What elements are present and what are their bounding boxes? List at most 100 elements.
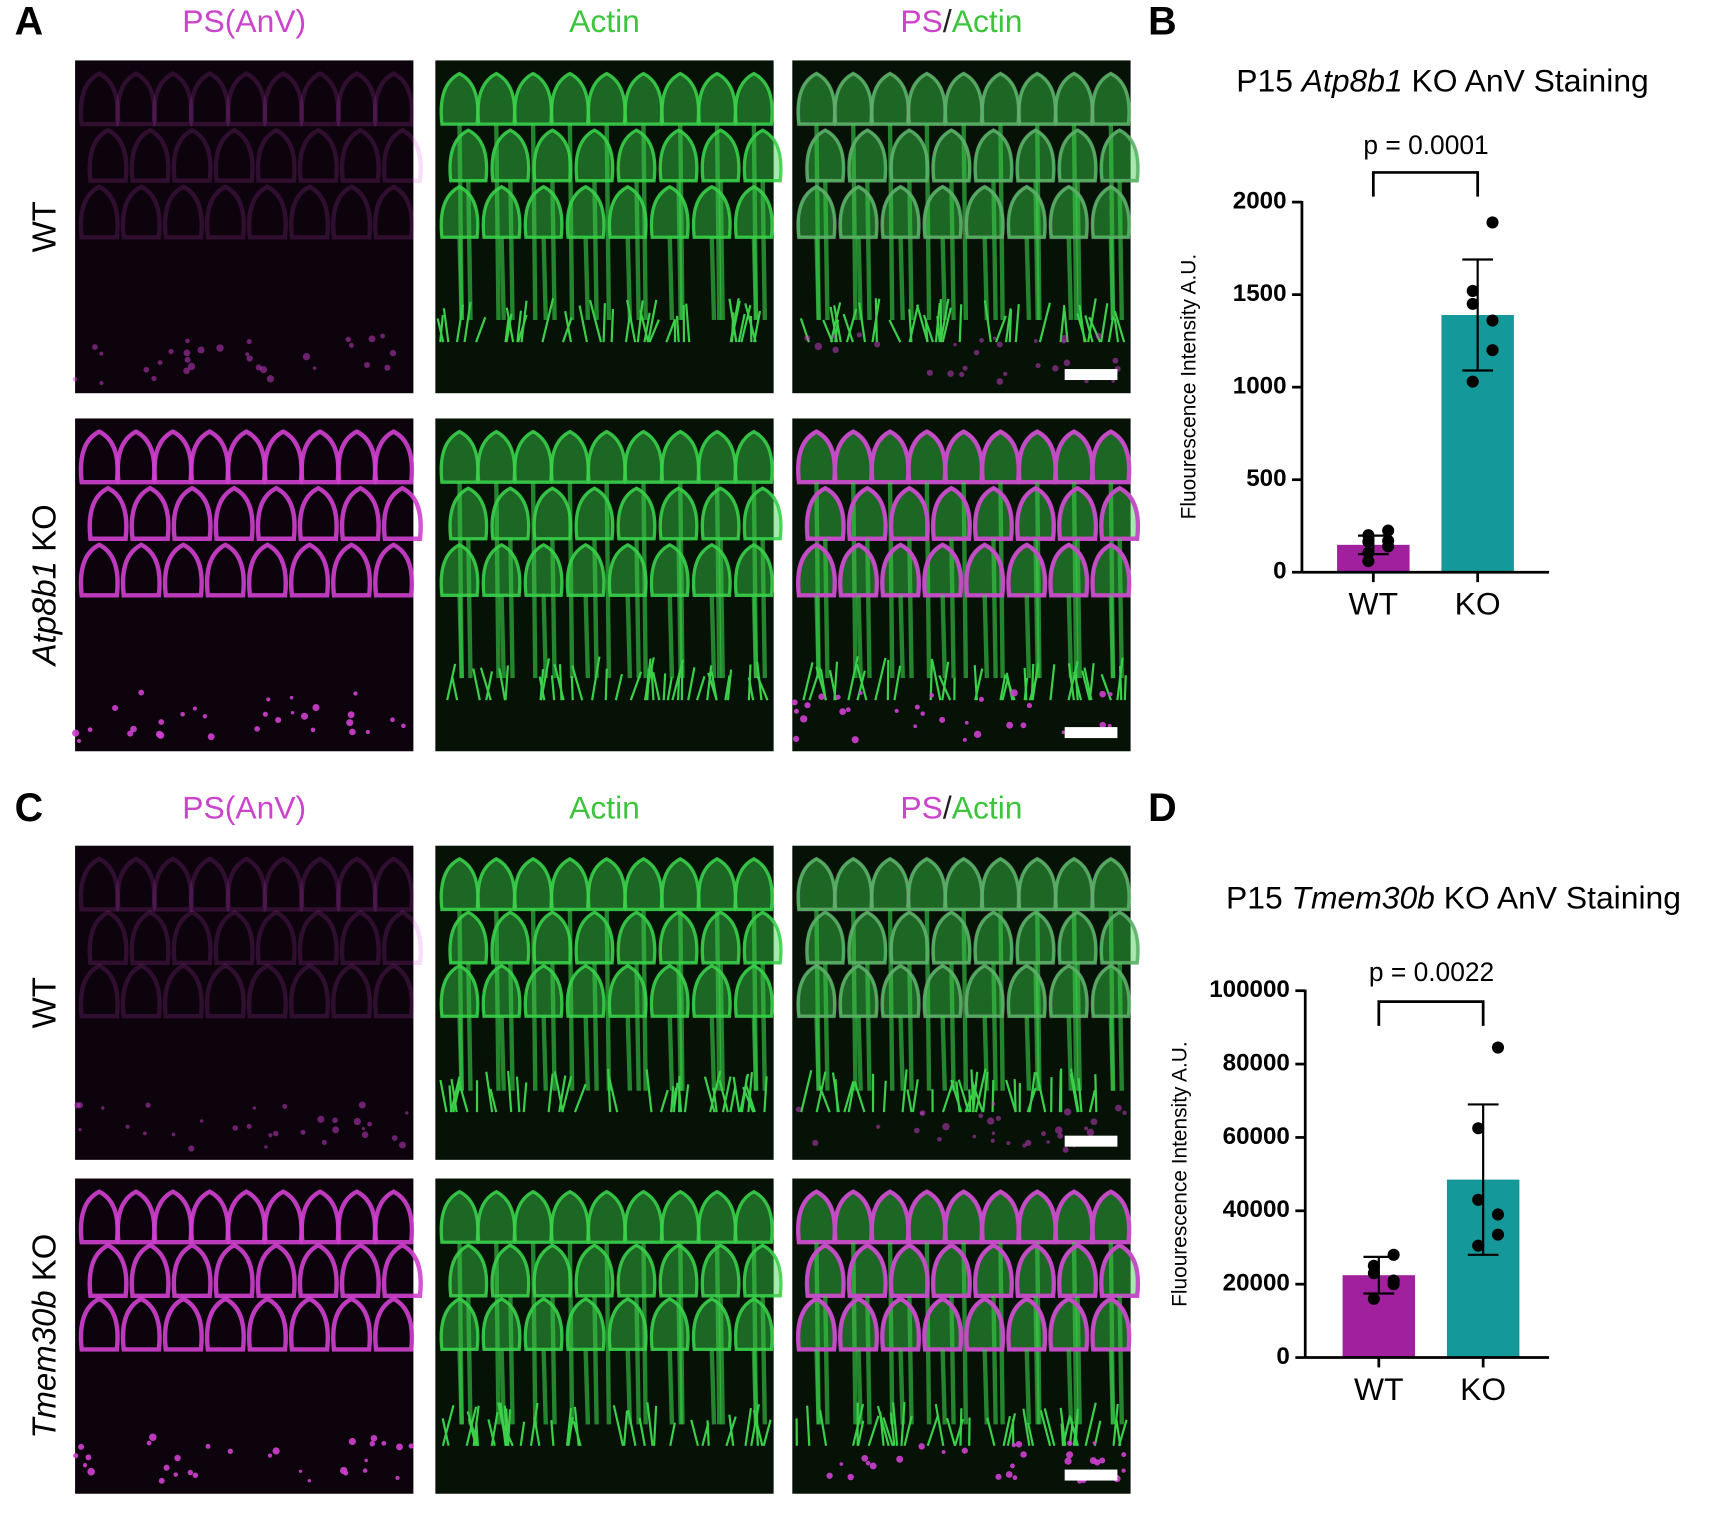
ps-dot xyxy=(362,1468,368,1473)
ps-dot xyxy=(227,1448,233,1454)
cell-ps xyxy=(1048,1296,1090,1352)
bundle xyxy=(553,1071,564,1113)
cell xyxy=(481,184,522,239)
cell xyxy=(658,486,699,541)
cell-ps xyxy=(381,127,423,183)
ps-dot xyxy=(914,704,920,710)
ps-dot xyxy=(894,708,899,713)
ps-dot xyxy=(101,1106,105,1110)
stalk xyxy=(604,482,612,679)
ps-dot xyxy=(246,355,253,362)
bundle xyxy=(550,1420,555,1446)
ps-dot xyxy=(1108,692,1113,697)
bundle xyxy=(662,673,667,701)
bundle xyxy=(1049,664,1056,701)
bundle xyxy=(1026,1087,1037,1113)
cell-ps xyxy=(1015,127,1056,183)
ps-dot xyxy=(793,735,800,743)
row-label: Atp8b1 KO xyxy=(25,504,62,667)
bundle xyxy=(986,1417,996,1447)
bundle xyxy=(867,1415,880,1447)
cell xyxy=(1006,184,1047,239)
ps-dot xyxy=(173,1472,178,1477)
cell-ps xyxy=(1006,1296,1048,1352)
bundle xyxy=(901,1069,908,1113)
cell-ps xyxy=(152,71,194,127)
stalk xyxy=(499,237,506,321)
cell xyxy=(523,1297,564,1352)
cell xyxy=(574,128,615,183)
cell-ps xyxy=(331,184,373,240)
ps-dot xyxy=(197,346,205,354)
ps-dot xyxy=(1006,721,1014,729)
cell-ps xyxy=(225,71,267,127)
ps-dot xyxy=(185,338,190,344)
bundle xyxy=(1031,663,1040,701)
cell xyxy=(649,184,690,239)
cell xyxy=(964,963,1005,1018)
ps-dot xyxy=(1005,1471,1013,1478)
bundle xyxy=(602,303,607,343)
bundle xyxy=(911,1079,919,1113)
cell xyxy=(490,1243,531,1298)
cell-ps xyxy=(1099,909,1141,966)
scale-bar xyxy=(1064,1135,1118,1147)
bundle xyxy=(815,1071,827,1113)
bundle xyxy=(565,1407,573,1446)
cell-ps xyxy=(1090,1189,1132,1245)
stalk xyxy=(718,180,725,321)
cell-ps xyxy=(804,127,846,183)
bundle xyxy=(455,304,464,343)
data-point xyxy=(1466,297,1479,310)
x-tick-label: WT xyxy=(1354,1371,1404,1407)
column-header-part: PS(AnV) xyxy=(182,790,306,826)
column-header: PS/Actin xyxy=(900,790,1022,826)
cell-ps xyxy=(289,542,330,598)
bundle xyxy=(843,1080,855,1113)
cell xyxy=(691,1297,732,1352)
ps-dot xyxy=(814,342,823,351)
row-label-part: KO xyxy=(25,504,62,561)
ps-dot xyxy=(163,1464,170,1471)
stalk xyxy=(991,180,998,321)
cell-ps xyxy=(255,909,297,966)
ps-dot xyxy=(312,366,317,370)
ps-dot xyxy=(990,1138,995,1143)
stalk xyxy=(1033,538,1040,679)
bundle xyxy=(756,661,763,701)
bundle xyxy=(744,1407,753,1446)
panel-letter: A xyxy=(15,0,44,44)
stalk xyxy=(907,538,914,679)
stalk xyxy=(625,595,633,679)
ps-dot xyxy=(345,336,352,343)
bundle xyxy=(1035,1071,1047,1113)
stalk xyxy=(494,909,501,1091)
cell-ps xyxy=(289,963,330,1019)
stalk xyxy=(709,1349,717,1425)
bundle xyxy=(725,1416,737,1447)
ps-dot xyxy=(939,716,946,723)
cell-ps xyxy=(115,71,157,127)
ps-dot xyxy=(343,1470,349,1476)
column-header: Actin xyxy=(569,790,640,826)
column-header-part: Actin xyxy=(952,4,1023,40)
stalk xyxy=(499,595,506,679)
ps-dot xyxy=(962,737,967,742)
stalk xyxy=(814,1349,821,1425)
stalk xyxy=(1075,538,1082,679)
cell-ps xyxy=(162,963,204,1019)
ps-dot xyxy=(348,342,354,348)
cell-ps xyxy=(838,542,879,598)
cell xyxy=(607,963,648,1018)
ps-dot xyxy=(289,695,294,700)
ps-dot xyxy=(800,715,808,723)
ps-dot xyxy=(995,1473,1002,1480)
cell xyxy=(838,963,879,1018)
bundle xyxy=(614,673,624,701)
stalk xyxy=(604,1242,612,1425)
bundle xyxy=(570,675,574,701)
cell-ps xyxy=(262,71,304,127)
stalk xyxy=(991,1295,998,1425)
ps-dot xyxy=(321,1139,327,1145)
